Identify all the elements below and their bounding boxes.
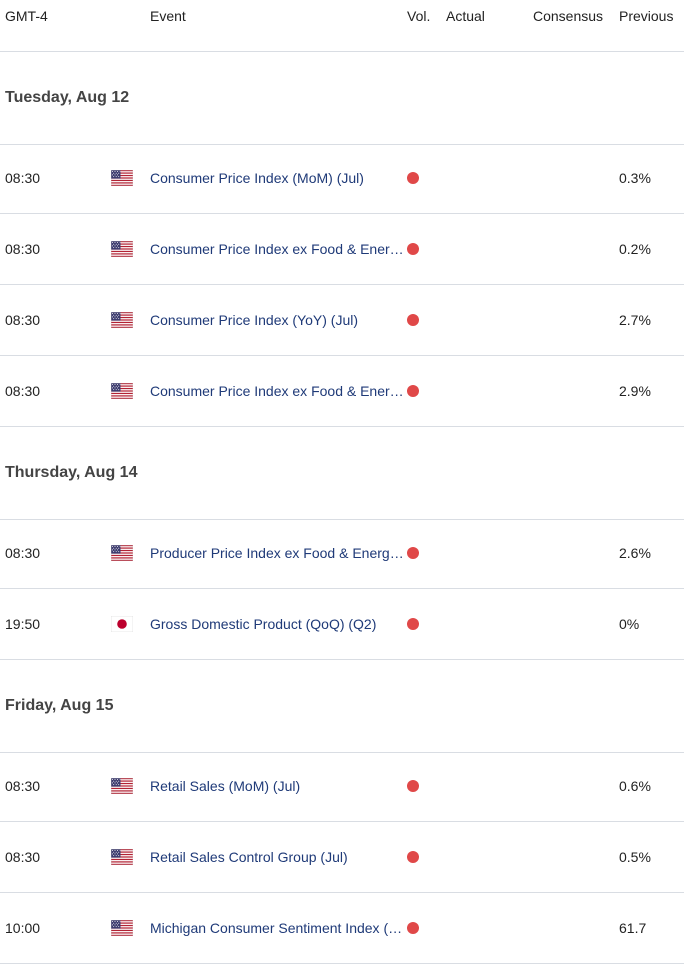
event-name-link[interactable]: Consumer Price Index ex Food & Energy (M…: [150, 241, 404, 257]
event-name-link[interactable]: Michigan Consumer Sentiment Index (Aug): [150, 920, 404, 936]
volatility-high-icon: [407, 922, 419, 934]
column-event: Event: [150, 8, 186, 24]
day-label: Tuesday, Aug 12: [5, 89, 130, 106]
volatility-high-icon: [407, 780, 419, 792]
us-flag-icon: [111, 383, 133, 399]
table-row[interactable]: 08:30 Retail Sales (MoM) (Jul) 0.6%: [0, 751, 684, 822]
event-time: 08:30: [5, 849, 41, 865]
day-label: Friday, Aug 15: [5, 697, 114, 714]
event-name-link[interactable]: Consumer Price Index (MoM) (Jul): [150, 170, 364, 186]
event-time: 10:00: [5, 920, 41, 936]
table-row[interactable]: 08:30 Consumer Price Index ex Food & Ener…: [0, 356, 684, 427]
previous-value: 2.6%: [619, 545, 651, 561]
day-header: Thursday, Aug 14: [0, 427, 684, 520]
table-row[interactable]: 08:30 Producer Price Index ex Food & Ener…: [0, 518, 684, 589]
table-row[interactable]: 08:30 Consumer Price Index ex Food & Ener…: [0, 214, 684, 285]
us-flag-icon: [111, 312, 133, 328]
previous-value: 0.6%: [619, 778, 651, 794]
day-header: Friday, Aug 15: [0, 660, 684, 753]
timezone-label[interactable]: GMT-4: [5, 8, 48, 24]
event-time: 08:30: [5, 383, 41, 399]
us-flag-icon: [111, 545, 133, 561]
previous-value: 61.7: [619, 920, 647, 936]
event-name-link[interactable]: Consumer Price Index (YoY) (Jul): [150, 312, 359, 328]
previous-value: 2.7%: [619, 312, 651, 328]
column-actual: Actual: [446, 8, 485, 24]
event-name-link[interactable]: Gross Domestic Product (QoQ) (Q2): [150, 616, 377, 632]
column-previous: Previous: [619, 8, 674, 24]
event-name-link[interactable]: Retail Sales Control Group (Jul): [150, 849, 348, 865]
jp-flag-icon: [111, 616, 133, 632]
table-row[interactable]: 08:30 Consumer Price Index (MoM) (Jul) 0.3…: [0, 143, 684, 214]
event-name-link[interactable]: Consumer Price Index ex Food & Energy (Y…: [150, 383, 404, 399]
table-row[interactable]: 19:50 Gross Domestic Product (QoQ) (Q2) 0%: [0, 589, 684, 660]
table-row[interactable]: 10:00 Michigan Consumer Sentiment Index (…: [0, 893, 684, 964]
previous-value: 0.2%: [619, 241, 651, 257]
us-flag-icon: [111, 241, 133, 257]
previous-value: 0%: [619, 616, 640, 632]
previous-value: 0.3%: [619, 170, 651, 186]
event-time: 08:30: [5, 312, 41, 328]
event-time: 08:30: [5, 778, 41, 794]
us-flag-icon: [111, 849, 133, 865]
event-time: 08:30: [5, 241, 41, 257]
event-time: 08:30: [5, 170, 41, 186]
previous-value: 2.9%: [619, 383, 651, 399]
event-time: 19:50: [5, 616, 41, 632]
day-header: Tuesday, Aug 12: [0, 52, 684, 145]
table-row[interactable]: 08:30 Retail Sales Control Group (Jul) 0.5…: [0, 822, 684, 893]
volatility-high-icon: [407, 385, 419, 397]
table-header: GMT-4 Event Vol. Actual Consensus Previo…: [0, 0, 684, 52]
volatility-high-icon: [407, 314, 419, 326]
volatility-high-icon: [407, 618, 419, 630]
volatility-high-icon: [407, 547, 419, 559]
volatility-high-icon: [407, 172, 419, 184]
day-label: Thursday, Aug 14: [5, 464, 138, 481]
volatility-high-icon: [407, 243, 419, 255]
event-time: 08:30: [5, 545, 41, 561]
event-name-link[interactable]: Producer Price Index ex Food & Energy (Y…: [150, 545, 404, 561]
us-flag-icon: [111, 778, 133, 794]
us-flag-icon: [111, 920, 133, 936]
column-consensus: Consensus: [533, 8, 604, 24]
us-flag-icon: [111, 170, 133, 186]
event-name-link[interactable]: Retail Sales (MoM) (Jul): [150, 778, 301, 794]
table-row[interactable]: 08:30 Consumer Price Index (YoY) (Jul) 2.7…: [0, 285, 684, 356]
previous-value: 0.5%: [619, 849, 651, 865]
volatility-high-icon: [407, 851, 419, 863]
column-volatility: Vol.: [407, 8, 431, 24]
